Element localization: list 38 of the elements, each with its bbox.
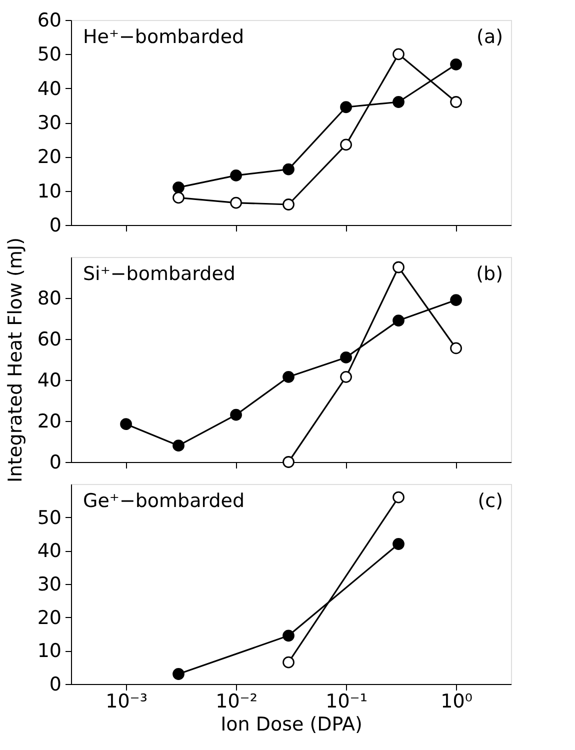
y-tick-label: 20	[37, 606, 62, 629]
y-tick-label: 40	[37, 370, 62, 392]
point	[450, 96, 462, 108]
x-tick-label: 10⁻¹	[326, 690, 368, 712]
y-tick-label: 80	[37, 288, 62, 310]
x-axis-title: Ion Dose (DPA)	[220, 714, 362, 736]
y-tick-label: 0	[49, 674, 62, 696]
x-tick-label: 10⁻³	[106, 690, 148, 712]
annotation: (c)	[478, 490, 503, 512]
y-tick-label: 60	[37, 328, 62, 350]
y-tick-label: 20	[37, 146, 62, 168]
y-tick-label: 20	[37, 410, 62, 432]
y-tick-label: 0	[49, 452, 62, 474]
y-tick-label: 30	[37, 574, 62, 596]
annotation: Ge⁺−bombarded	[83, 490, 245, 512]
y-tick-label: 50	[37, 506, 62, 529]
annotation: Si⁺−bombarded	[83, 263, 236, 285]
y-tick-label: 0	[49, 214, 62, 236]
point	[172, 192, 184, 204]
point	[282, 198, 294, 210]
annotation: (b)	[476, 263, 503, 285]
y-tick-label: 10	[37, 640, 62, 662]
y-tick-label: 40	[37, 78, 62, 100]
point	[340, 101, 352, 114]
y-tick-label: 40	[37, 540, 62, 562]
y-tick-label: 60	[37, 10, 62, 32]
point	[172, 181, 184, 194]
y-tick-label: 30	[37, 112, 62, 134]
x-tick-label: 10⁰	[440, 690, 472, 712]
x-tick-label: 10⁻²	[216, 690, 258, 712]
y-tick-label: 10	[37, 180, 62, 202]
annotation: (a)	[476, 26, 503, 48]
annotation: He⁺−bombarded	[83, 26, 244, 48]
point	[282, 163, 294, 176]
point	[450, 58, 462, 70]
point	[340, 138, 352, 151]
y-axis-title: Integrated Heat Flow (mJ)	[4, 238, 26, 482]
y-tick-label: 50	[37, 44, 62, 66]
